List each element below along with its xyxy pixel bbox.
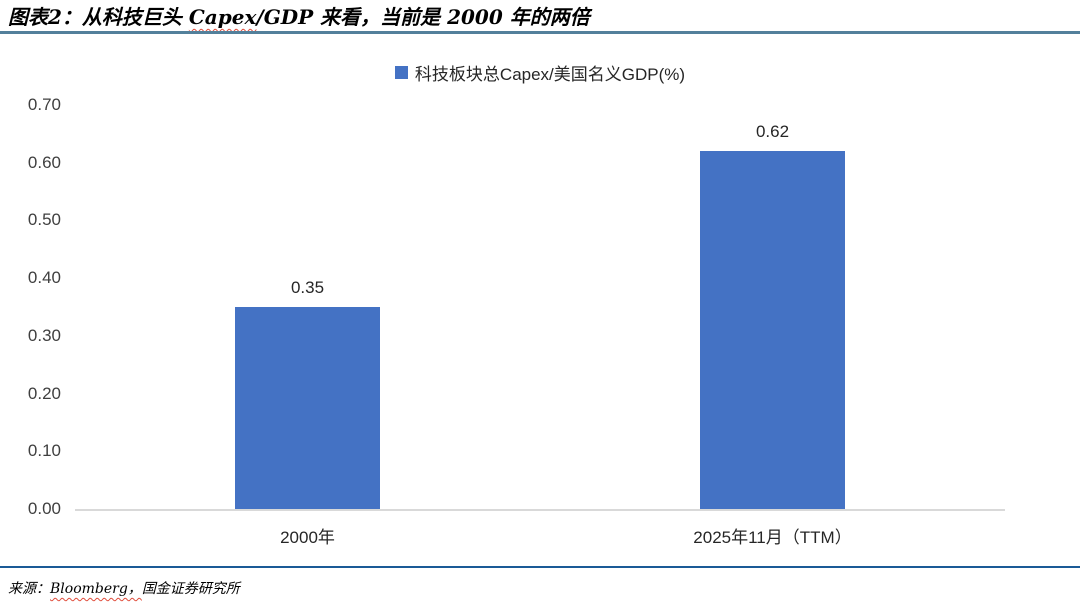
- chart-legend: 科技板块总Capex/美国名义GDP(%): [75, 60, 1005, 85]
- figure-title-spellchecked-word: Capex: [188, 5, 257, 29]
- figure-title-prefix: 图表2：从科技巨头: [8, 5, 189, 29]
- legend-marker-icon: [394, 66, 408, 79]
- source-suffix: 国金证券研究所: [141, 581, 240, 597]
- x-axis-category-label: 2025年11月（TTM）: [693, 528, 852, 547]
- y-axis-tick-label: 0.70: [27, 95, 61, 114]
- chart-bar: [235, 307, 380, 509]
- title-divider: [0, 31, 1080, 34]
- y-axis-tick-label: 0.00: [27, 499, 61, 518]
- y-axis-tick-label: 0.10: [27, 441, 61, 461]
- y-axis-tick-label: 0.60: [27, 152, 61, 172]
- figure-title-suffix: /GDP 来看，当前是 2000 年的两倍: [256, 5, 590, 29]
- source-label: 来源：: [8, 581, 50, 597]
- y-axis-tick-label: 0.30: [27, 325, 61, 345]
- bar-value-label: 0.62: [755, 122, 790, 142]
- source-note: 来源：Bloomberg，国金证券研究所: [8, 578, 240, 598]
- plot-area: 0.00 0.10 0.20 0.30 0.40 0.50 0.60 0.70 0.35 2000…: [28, 95, 1005, 547]
- y-axis-tick-label: 0.20: [27, 383, 61, 403]
- x-axis-category-label: 2000年: [280, 528, 335, 547]
- footer-divider: [0, 566, 1080, 568]
- chart-bar: [700, 151, 845, 509]
- figure-title: 图表2：从科技巨头 Capex/GDP 来看，当前是 2000 年的两倍: [8, 4, 590, 30]
- legend-label: 科技板块总Capex/美国名义GDP(%): [414, 65, 686, 84]
- y-axis-tick-label: 0.50: [27, 210, 61, 230]
- source-spellchecked-word: Bloomberg，: [50, 581, 142, 597]
- y-axis-tick-label: 0.40: [27, 268, 61, 288]
- bar-value-label: 0.35: [290, 278, 325, 297]
